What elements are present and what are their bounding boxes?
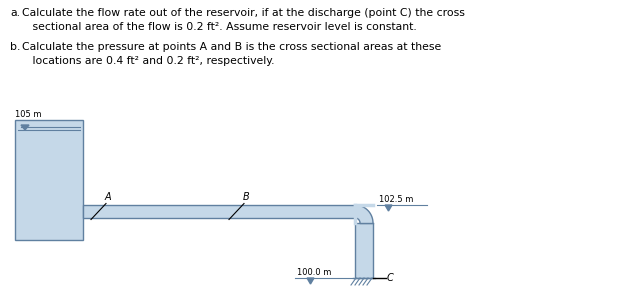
Text: a.: a.	[10, 8, 20, 18]
Text: 102.5 m: 102.5 m	[379, 195, 414, 204]
Text: 105 m: 105 m	[15, 110, 42, 119]
Bar	[15, 120, 83, 240]
Bar	[83, 205, 355, 218]
Text: b.: b.	[10, 42, 20, 52]
Polygon shape	[307, 278, 314, 284]
Text: C: C	[387, 273, 394, 283]
Bar	[355, 223, 373, 278]
Polygon shape	[385, 205, 392, 211]
Text: A: A	[105, 192, 112, 201]
Text: Calculate the flow rate out of the reservoir, if at the discharge (point C) the : Calculate the flow rate out of the reser…	[22, 8, 465, 31]
Text: Calculate the pressure at points A and B is the cross sectional areas at these
 : Calculate the pressure at points A and B…	[22, 42, 441, 66]
Text: B: B	[243, 192, 250, 201]
Polygon shape	[355, 205, 373, 223]
Polygon shape	[21, 125, 29, 130]
Text: 100.0 m: 100.0 m	[297, 268, 331, 277]
